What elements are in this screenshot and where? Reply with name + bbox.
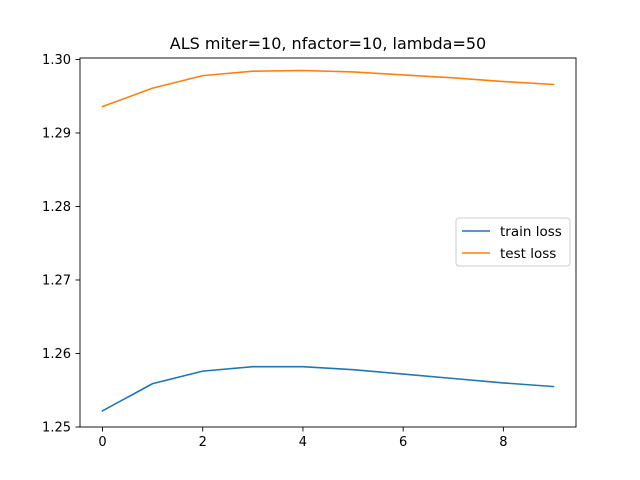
- legend-label-test-loss: test loss: [500, 246, 556, 262]
- y-tick-label: 1.30: [42, 53, 71, 68]
- x-tick-label: 2: [199, 435, 207, 450]
- y-tick-label: 1.29: [42, 126, 71, 141]
- series-line-train-loss: [101, 365, 555, 412]
- y-tick-label: 1.27: [42, 273, 71, 288]
- chart-title: ALS miter=10, nfactor=10, lambda=50: [170, 34, 486, 53]
- series-line-test-loss: [101, 69, 555, 108]
- legend-label-train-loss: train loss: [500, 224, 562, 240]
- legend: train loss test loss: [455, 217, 571, 267]
- x-tick-label: 6: [399, 435, 407, 450]
- x-tick-label: 4: [299, 435, 307, 450]
- y-tick-label: 1.28: [42, 200, 71, 215]
- x-tick-label: 0: [98, 435, 106, 450]
- x-tick-label: 8: [499, 435, 507, 450]
- y-tick-label: 1.25: [42, 421, 71, 436]
- axes-frame: [79, 57, 577, 428]
- legend-box: [455, 217, 571, 267]
- plot-area: 0 2 4 6 8 1.25 1.26 1.27 1.28 1.29 1.30: [42, 53, 577, 450]
- y-tick-label: 1.26: [42, 347, 71, 362]
